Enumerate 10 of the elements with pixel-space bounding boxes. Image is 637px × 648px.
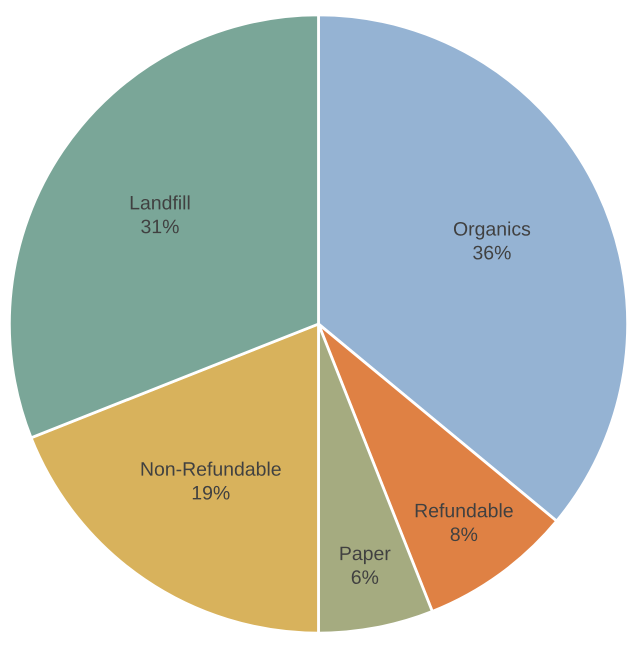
slice-label: Organics: [454, 221, 530, 240]
slice-label: Refundable: [416, 503, 513, 518]
data-label: 6%: [352, 570, 378, 584]
slice-label: Landfill: [130, 195, 190, 210]
slice-label: Paper: [340, 546, 390, 564]
slice-label: Non-Refundable: [142, 462, 281, 476]
data-label: 8%: [450, 527, 478, 542]
data-label: 31%: [141, 220, 179, 234]
data-label: 36%: [473, 246, 511, 260]
data-label: 19%: [192, 486, 230, 500]
